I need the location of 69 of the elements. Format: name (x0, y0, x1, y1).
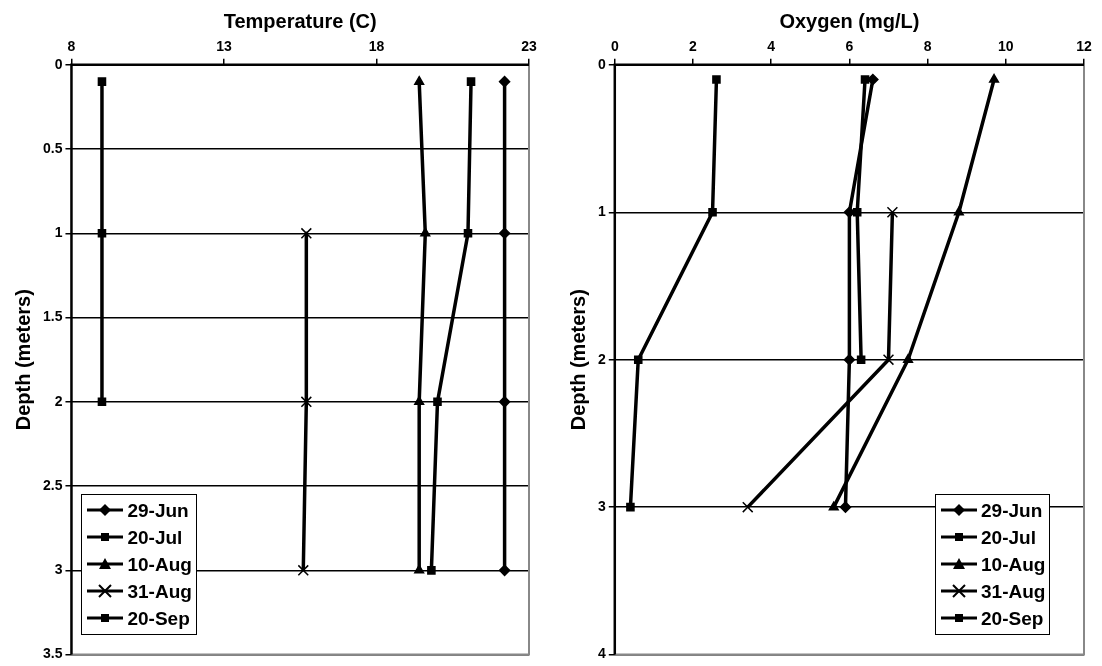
y-tick-label: 3 (597, 498, 606, 515)
x-tick-label: 8 (67, 38, 76, 55)
point (852, 207, 862, 217)
point (902, 353, 914, 363)
point (97, 77, 107, 86)
point (466, 77, 476, 86)
y-axis-title: Depth (meters) (11, 289, 34, 431)
point (463, 229, 473, 238)
point (97, 229, 107, 238)
point (97, 397, 107, 407)
x-axis-title: Oxygen (mg/L) (779, 9, 920, 32)
point (839, 501, 852, 513)
point (708, 207, 717, 217)
point (300, 227, 313, 240)
legend-label: 20-Sep (127, 606, 190, 631)
y-tick-label: 2.5 (42, 476, 63, 493)
point (433, 397, 442, 407)
point (953, 206, 964, 216)
x-tick-label: 0 (610, 38, 619, 55)
point (882, 354, 895, 366)
x-tick-label: 4 (767, 38, 776, 55)
y-tick-label: 1.5 (42, 308, 63, 325)
y-tick-label: 1 (597, 203, 606, 220)
y-tick-label: 3.5 (42, 645, 63, 662)
legend-label: 31-Aug (981, 579, 1046, 604)
legend-label: 29-Jun (127, 498, 189, 523)
x-tick-label: 2 (689, 38, 698, 55)
point (300, 396, 313, 408)
legend-label: 20-Jul (127, 525, 183, 550)
point (414, 75, 425, 85)
y-tick-label: 0.5 (42, 139, 63, 156)
point (886, 206, 899, 218)
point (860, 75, 870, 84)
point (297, 564, 309, 577)
point (626, 502, 635, 512)
y-tick-label: 0 (54, 55, 63, 72)
x-tick-label: 13 (216, 38, 232, 55)
x-tick-label: 23 (521, 38, 537, 55)
legend-label: 29-Jun (981, 498, 1043, 523)
point (420, 227, 431, 237)
point (414, 396, 425, 406)
point (742, 501, 754, 513)
point (828, 501, 839, 511)
legend-label: 31-Aug (127, 579, 192, 604)
legend-label: 20-Jul (981, 525, 1036, 550)
y-tick-label: 2 (597, 350, 606, 367)
point (988, 73, 1000, 83)
y-tick-label: 2 (54, 392, 63, 409)
legend-label: 10-Aug (127, 552, 192, 577)
x-axis-title: Temperature (C) (223, 9, 377, 32)
point (427, 566, 436, 575)
x-tick-label: 12 (1076, 38, 1092, 55)
y-tick-label: 3 (54, 561, 63, 578)
point (633, 355, 643, 364)
x-tick-label: 8 (923, 38, 932, 55)
legend-label: 10-Aug (981, 552, 1046, 577)
point (856, 355, 866, 364)
point (712, 75, 721, 84)
point (498, 564, 511, 577)
x-tick-label: 10 (998, 38, 1014, 55)
legend-label: 20-Sep (981, 606, 1044, 631)
y-tick-label: 0 (597, 55, 606, 72)
point (498, 396, 511, 408)
y-tick-label: 1 (54, 224, 63, 241)
y-axis-title: Depth (meters) (566, 289, 589, 431)
x-tick-label: 6 (845, 38, 854, 55)
x-tick-label: 18 (368, 38, 385, 55)
y-tick-label: 4 (597, 645, 606, 662)
point (498, 75, 511, 88)
